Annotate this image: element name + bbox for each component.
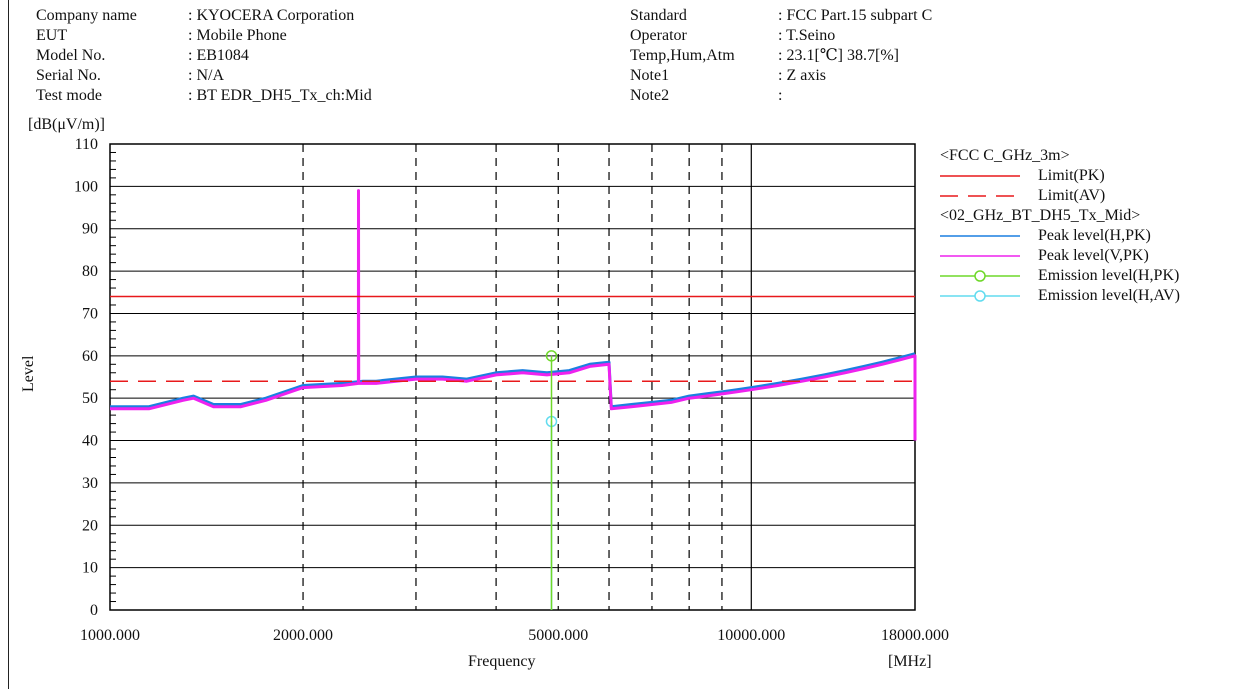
info-row: Model No. : EB1084 [36, 46, 372, 66]
left-border [8, 0, 9, 689]
x-tick-label: 18000.000 [881, 627, 949, 644]
y-axis-unit: [dB(μV/m)] [28, 116, 106, 133]
y-tick-label: 110 [75, 136, 98, 153]
legend-item: Limit(AV) [940, 186, 1180, 206]
info-value: : 23.1[℃] 38.7[%] [778, 47, 899, 64]
y-tick-label: 60 [82, 348, 98, 365]
legend-swatch [940, 270, 1020, 282]
legend-item: Peak level(H,PK) [940, 226, 1180, 246]
legend-label: Emission level(H,PK) [1038, 267, 1180, 284]
info-row: Operator : T.Seino [630, 26, 932, 46]
test-info-left: Company name : KYOCERA Corporation EUT : M… [36, 6, 372, 106]
x-tick-label: 10000.000 [717, 627, 785, 644]
legend-label: Peak level(V,PK) [1038, 247, 1149, 264]
legend-item: Emission level(H,AV) [940, 286, 1180, 306]
legend-label: Peak level(H,PK) [1038, 227, 1151, 244]
x-tick-label: 2000.000 [273, 627, 333, 644]
y-tick-label: 70 [82, 305, 98, 322]
info-value: : FCC Part.15 subpart C [778, 7, 933, 24]
legend-item: Peak level(V,PK) [940, 246, 1180, 266]
legend-swatch [940, 255, 1020, 257]
y-tick-label: 20 [82, 517, 98, 534]
info-key: Test mode [36, 87, 102, 104]
info-value: : Mobile Phone [188, 27, 287, 44]
info-value: : N/A [188, 67, 224, 84]
test-info-right: Standard : FCC Part.15 subpart C Operator… [630, 6, 932, 106]
info-row: Note1 : Z axis [630, 66, 932, 86]
legend-swatch-marker [974, 290, 986, 302]
info-value: : BT EDR_DH5_Tx_ch:Mid [188, 87, 372, 104]
info-key: Standard [630, 7, 687, 24]
info-row: Temp,Hum,Atm : 23.1[℃] 38.7[%] [630, 46, 932, 66]
y-tick-label: 10 [82, 560, 98, 577]
y-tick-label: 30 [82, 475, 98, 492]
legend-label: Emission level(H,AV) [1038, 287, 1180, 304]
y-tick-label: 40 [82, 433, 98, 450]
x-tick-label: 5000.000 [528, 627, 588, 644]
y-tick-label: 0 [90, 602, 98, 619]
chart-legend: <FCC C_GHz_3m> Limit(PK) Limit(AV) <02_GHz_… [940, 146, 1180, 306]
y-tick-label: 80 [82, 263, 98, 280]
info-row: Company name : KYOCERA Corporation [36, 6, 372, 26]
x-axis-label: Frequency [468, 653, 536, 670]
legend-label: Limit(PK) [1038, 167, 1105, 184]
info-key: Temp,Hum,Atm [630, 47, 735, 64]
info-key: Company name [36, 7, 137, 24]
legend-item: Limit(PK) [940, 166, 1180, 186]
x-axis-unit: [MHz] [888, 653, 932, 670]
y-tick-label: 50 [82, 390, 98, 407]
legend-item: Emission level(H,PK) [940, 266, 1180, 286]
info-value: : EB1084 [188, 47, 249, 64]
info-key: EUT [36, 27, 68, 44]
info-key: Operator [630, 27, 687, 44]
info-value: : KYOCERA Corporation [188, 7, 355, 24]
info-row: Note2: [630, 86, 932, 106]
emission-marker [545, 350, 558, 362]
legend-group-title: <FCC C_GHz_3m> [940, 147, 1070, 164]
info-value: : [778, 87, 783, 104]
info-row: Serial No. : N/A [36, 66, 372, 86]
series-peak-level-h-pk [110, 352, 916, 409]
legend-group-title: <02_GHz_BT_DH5_Tx_Mid> [940, 207, 1141, 224]
plot-frame [109, 143, 916, 611]
info-key: Serial No. [36, 67, 101, 84]
info-row: Standard : FCC Part.15 subpart C [630, 6, 932, 26]
info-row: Test mode : BT EDR_DH5_Tx_ch:Mid [36, 86, 372, 106]
info-value: : Z axis [778, 67, 826, 84]
info-row: EUT : Mobile Phone [36, 26, 372, 46]
info-key: Note1 [630, 67, 670, 84]
x-tick-label: 1000.000 [80, 627, 140, 644]
legend-swatch [940, 235, 1020, 237]
info-key: Model No. [36, 47, 106, 64]
legend-label: Limit(AV) [1038, 187, 1106, 204]
y-tick-label: 100 [74, 178, 98, 195]
series-peak-level-v-pk [110, 189, 917, 441]
legend-swatch [940, 175, 1020, 177]
info-key: Note2 [630, 87, 670, 104]
legend-swatch-marker [974, 270, 986, 282]
y-tick-label: 90 [82, 221, 98, 238]
legend-swatch [940, 290, 1020, 302]
legend-swatch [940, 195, 1020, 197]
info-value: : T.Seino [778, 27, 836, 44]
